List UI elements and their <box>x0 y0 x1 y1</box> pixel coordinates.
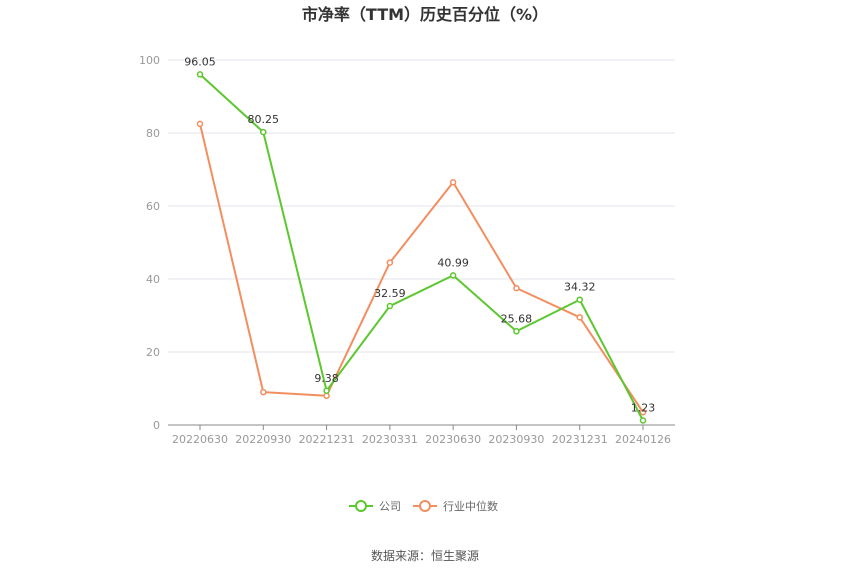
data-point-industry[interactable] <box>449 179 457 186</box>
y-tick-label: 0 <box>153 419 160 432</box>
data-point-industry[interactable] <box>323 392 330 400</box>
data-point-company[interactable] <box>196 71 204 78</box>
data-label-company: 1.23 <box>631 402 656 415</box>
legend-industry-label: 行业中位数 <box>443 499 498 513</box>
data-point-industry[interactable] <box>513 284 520 292</box>
data-point-company[interactable] <box>260 128 267 136</box>
y-tick-label: 100 <box>139 54 160 67</box>
data-point-industry[interactable] <box>639 408 647 416</box>
y-tick-label: 80 <box>146 127 160 140</box>
grid-lines <box>168 59 675 353</box>
y-axis: 0 20 40 60 80 100 <box>139 54 160 432</box>
legend-company-label: 公司 <box>379 500 401 513</box>
data-point-company[interactable] <box>323 387 330 395</box>
legend-industry-marker <box>419 500 431 512</box>
data-label-company: 80.25 <box>248 113 280 126</box>
data-label-company: 32.59 <box>374 287 406 300</box>
series-line-company <box>199 73 644 421</box>
data-point-company[interactable] <box>639 417 647 424</box>
data-point-company[interactable] <box>386 302 394 310</box>
series-line-industry <box>199 123 644 413</box>
source-note: 数据来源：恒生聚源 <box>371 548 479 563</box>
data-point-industry[interactable] <box>260 388 267 396</box>
data-label-company: 25.68 <box>501 312 533 325</box>
x-tick-label: 20231231 <box>552 433 608 446</box>
data-point-industry[interactable] <box>576 314 583 321</box>
data-point-company[interactable] <box>513 328 520 335</box>
x-axis: 20220630 20220930 20221231 20230331 20230630… <box>172 425 671 446</box>
legend-company-marker <box>355 500 367 512</box>
legend: 公司 行业中位数 <box>349 499 498 513</box>
legend-item-company[interactable]: 公司 <box>349 500 401 513</box>
data-point-company[interactable] <box>449 272 457 279</box>
data-point-company[interactable] <box>576 296 583 303</box>
x-tick-label: 20240126 <box>615 433 671 446</box>
data-point-industry[interactable] <box>196 120 204 128</box>
x-tick-label: 20221231 <box>299 433 355 446</box>
x-tick-label: 20230930 <box>488 433 544 446</box>
data-labels: 96.05 80.25 9.38 32.59 40.99 25.68 34.32 1.23 <box>184 55 655 414</box>
data-label-company: 34.32 <box>564 281 596 294</box>
series-group <box>196 71 647 424</box>
x-tick-label: 20230630 <box>425 433 481 446</box>
y-tick-label: 60 <box>146 200 160 213</box>
data-point-industry[interactable] <box>386 259 394 266</box>
data-label-company: 96.05 <box>184 55 216 68</box>
chart-title: 市净率（TTM）历史百分位（%） <box>302 5 548 24</box>
y-tick-label: 20 <box>146 346 160 359</box>
y-tick-label: 40 <box>146 273 160 286</box>
x-tick-label: 20220630 <box>172 433 228 446</box>
x-tick-label: 20230331 <box>362 433 418 446</box>
legend-item-industry[interactable]: 行业中位数 <box>413 499 498 513</box>
data-label-company: 9.38 <box>314 372 339 385</box>
data-label-company: 40.99 <box>437 256 469 269</box>
x-tick-label: 20220930 <box>235 433 291 446</box>
